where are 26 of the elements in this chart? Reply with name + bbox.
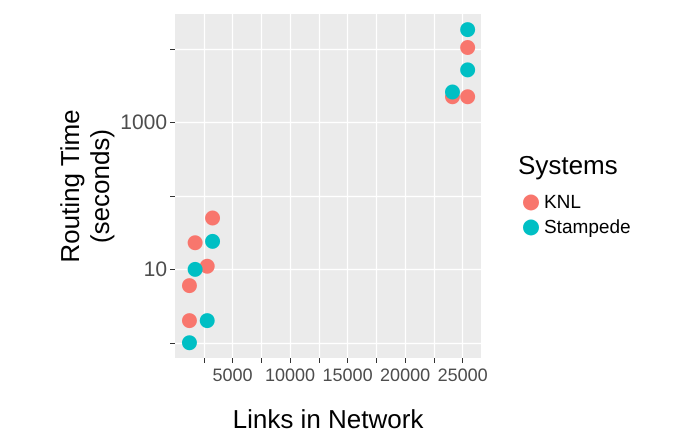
x-tick-label: 10000 bbox=[265, 365, 316, 385]
point bbox=[460, 89, 476, 104]
point bbox=[205, 234, 220, 249]
y-axis-title: Routing Time (seconds) bbox=[55, 109, 115, 263]
x-tick-label: 15000 bbox=[322, 365, 373, 385]
point bbox=[200, 258, 215, 274]
legend-label: Stampede bbox=[544, 217, 631, 238]
point bbox=[460, 62, 476, 78]
y-tick-label: 1000 bbox=[120, 110, 167, 134]
y-tick-label: 10 bbox=[144, 258, 167, 281]
point bbox=[182, 278, 197, 294]
point bbox=[460, 40, 476, 55]
legend-label: KNL bbox=[544, 192, 581, 213]
x-tick-label: 20000 bbox=[380, 365, 430, 385]
point bbox=[460, 22, 476, 38]
point bbox=[444, 84, 460, 100]
point bbox=[205, 210, 220, 226]
point bbox=[188, 235, 203, 250]
point bbox=[182, 335, 197, 350]
point bbox=[188, 262, 203, 277]
x-axis-title: Links in Network bbox=[232, 404, 424, 434]
point bbox=[182, 313, 197, 328]
x-tick-label: 5000 bbox=[212, 365, 253, 385]
point bbox=[200, 313, 215, 328]
x-tick-label: 25000 bbox=[438, 365, 488, 385]
legend-title: Systems bbox=[518, 150, 618, 180]
